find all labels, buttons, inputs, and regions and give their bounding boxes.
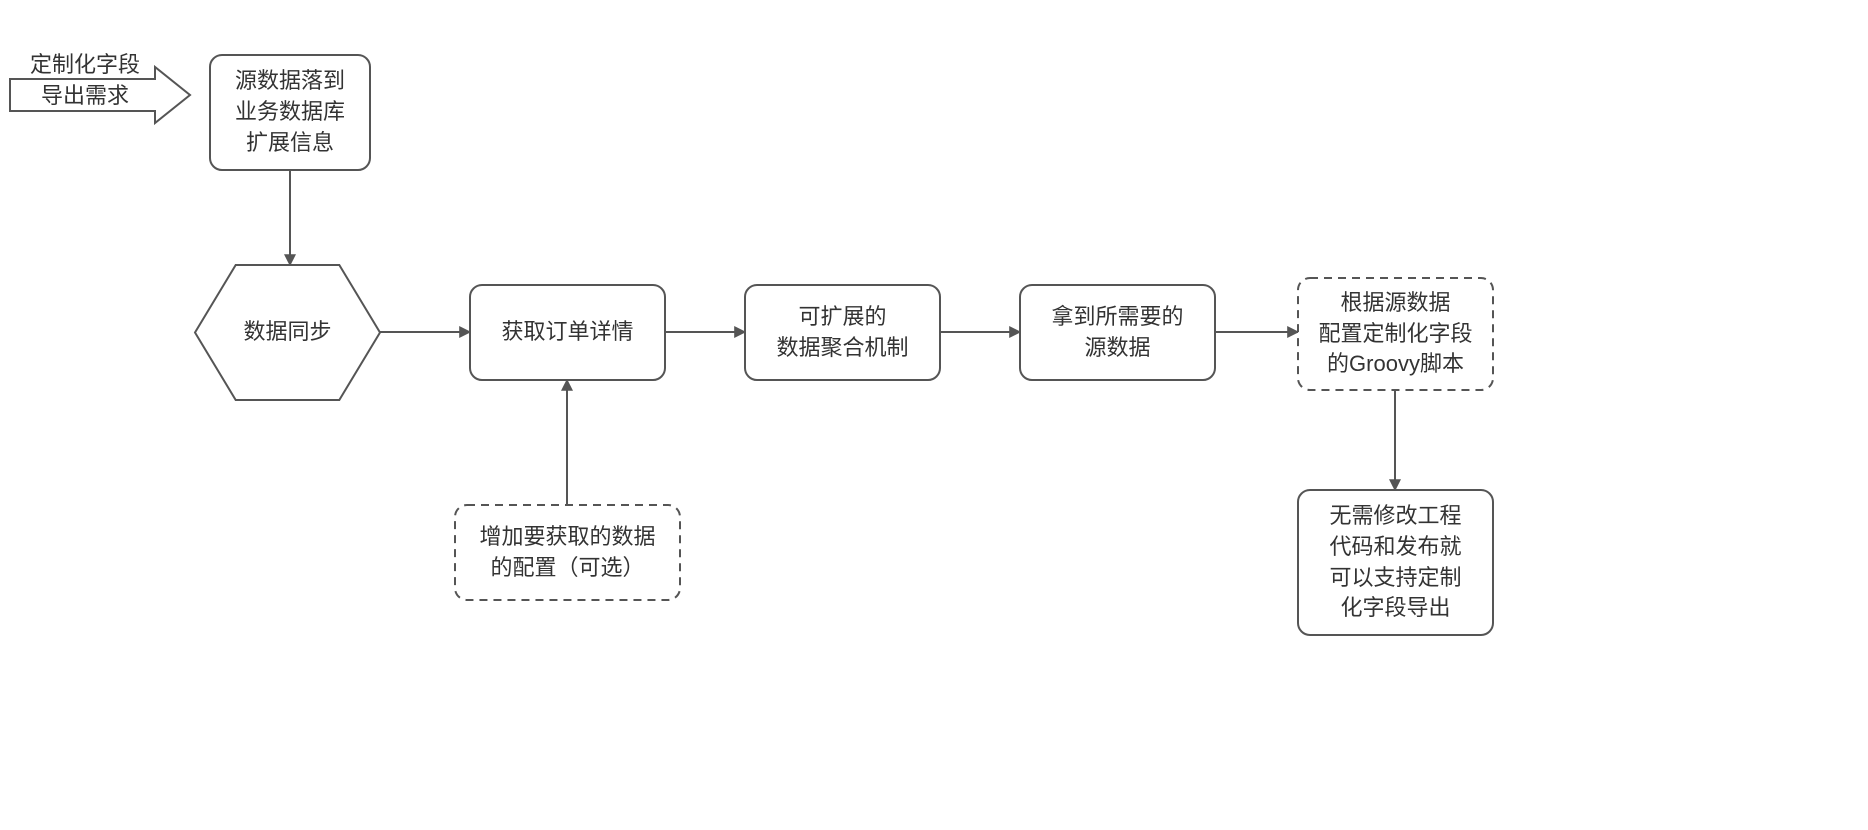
node-n8 bbox=[1298, 490, 1493, 635]
node-n5 bbox=[1020, 285, 1215, 380]
flowchart-canvas bbox=[0, 0, 1868, 830]
node-n7 bbox=[455, 505, 680, 600]
node-n6 bbox=[1298, 278, 1493, 390]
node-n4 bbox=[745, 285, 940, 380]
node-n2 bbox=[195, 265, 380, 400]
node-n1 bbox=[210, 55, 370, 170]
node-start_arrow bbox=[10, 67, 190, 123]
node-n3 bbox=[470, 285, 665, 380]
